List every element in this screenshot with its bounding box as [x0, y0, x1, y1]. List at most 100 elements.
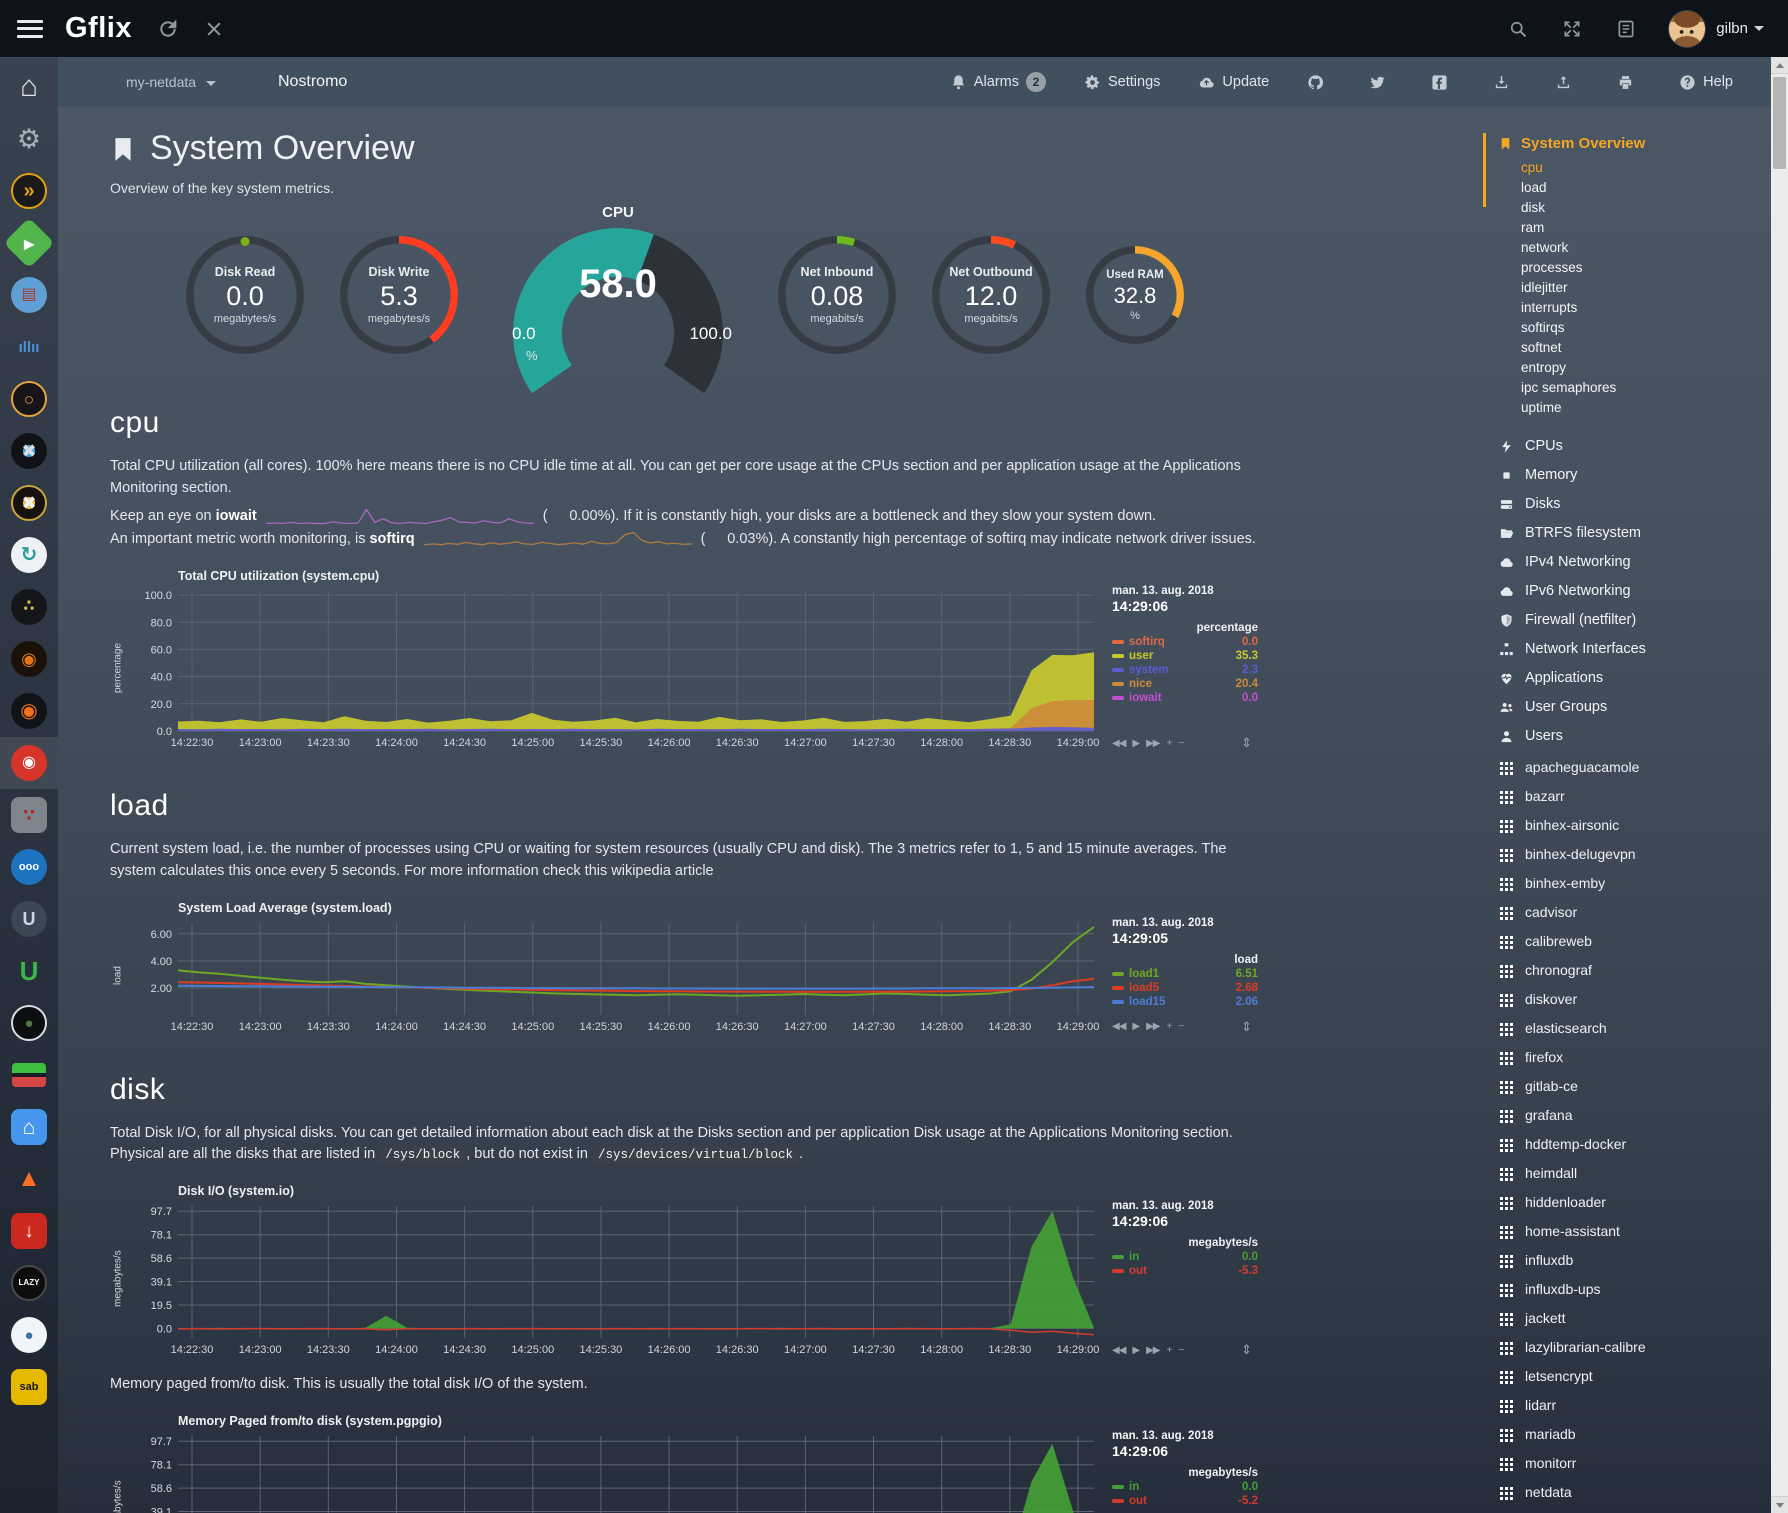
zoom-in-icon[interactable]: +: [1166, 1345, 1171, 1356]
gitlab-icon[interactable]: ▲: [0, 1153, 58, 1205]
zoom-out-icon[interactable]: −: [1178, 1345, 1183, 1356]
menu-app-hddtemp-docker[interactable]: hddtemp-docker: [1499, 1130, 1765, 1159]
chart-resize-handle[interactable]: ⇕: [1241, 1342, 1251, 1358]
menu-app-lidarr[interactable]: lidarr: [1499, 1391, 1765, 1420]
x-cross-yellow-icon[interactable]: ✖: [0, 477, 58, 529]
alarms-button[interactable]: Alarms2: [950, 72, 1046, 92]
emby-icon[interactable]: ▶: [0, 217, 58, 269]
pan-forward-icon[interactable]: ▶▶: [1146, 738, 1159, 749]
menu-app-heimdall[interactable]: heimdall: [1499, 1159, 1765, 1188]
settings-gear-icon[interactable]: ⚙: [0, 113, 58, 165]
chart-resize-handle[interactable]: ⇕: [1241, 1019, 1251, 1035]
menu-item-ipc-semaphores[interactable]: ipc semaphores: [1521, 378, 1765, 398]
load-plot-area[interactable]: 14:22:3014:23:0014:23:3014:24:0014:24:30…: [126, 917, 1106, 1035]
cpu-plot-area[interactable]: 14:22:3014:23:0014:23:3014:24:0014:24:30…: [126, 585, 1106, 751]
scrollbar-thumb[interactable]: [1773, 77, 1786, 169]
legend-entry-user[interactable]: user35.3: [1112, 650, 1258, 662]
menu-app-chronograf[interactable]: chronograf: [1499, 956, 1765, 985]
unraid-icon[interactable]: U: [0, 945, 58, 997]
net-inbound-gauge[interactable]: Net Inbound0.08megabits/s: [778, 236, 896, 354]
menu-item-network[interactable]: network: [1521, 238, 1765, 258]
pan-forward-icon[interactable]: ▶▶: [1146, 1021, 1159, 1032]
monitorr-status-icon[interactable]: [0, 1049, 58, 1101]
menu-app-cadvisor[interactable]: cadvisor: [1499, 898, 1765, 927]
zoom-out-icon[interactable]: −: [1178, 738, 1183, 749]
used-ram-gauge[interactable]: Used RAM32.8%: [1086, 246, 1184, 344]
menu-section-memory[interactable]: Memory: [1499, 461, 1765, 490]
pan-backward-icon[interactable]: ◀◀: [1112, 1345, 1125, 1356]
pan-backward-icon[interactable]: ◀◀: [1112, 738, 1125, 749]
menu-item-entropy[interactable]: entropy: [1521, 358, 1765, 378]
menu-section-ipv4-networking[interactable]: IPv4 Networking: [1499, 548, 1765, 577]
zoom-out-icon[interactable]: −: [1178, 1021, 1183, 1032]
zoom-in-icon[interactable]: +: [1166, 1021, 1171, 1032]
github-icon[interactable]: [1307, 74, 1331, 91]
close-icon[interactable]: [204, 19, 224, 39]
nextcloud-icon[interactable]: ooo: [0, 841, 58, 893]
pgpgio-chart[interactable]: Memory Paged from/to disk (system.pgpgio…: [110, 1414, 1308, 1513]
x-cross-blue-icon[interactable]: ✖: [0, 425, 58, 477]
menu-item-ram[interactable]: ram: [1521, 218, 1765, 238]
pan-forward-icon[interactable]: ▶▶: [1146, 1345, 1159, 1356]
menu-app-elasticsearch[interactable]: elasticsearch: [1499, 1014, 1765, 1043]
menu-item-idlejitter[interactable]: idlejitter: [1521, 278, 1765, 298]
jackett-icon[interactable]: ○: [0, 373, 58, 425]
legend-entry-out[interactable]: out-5.3: [1112, 1265, 1258, 1277]
youtube-dl-icon[interactable]: ↓: [0, 1205, 58, 1257]
menu-app-jackett[interactable]: jackett: [1499, 1304, 1765, 1333]
plex-icon[interactable]: »: [0, 165, 58, 217]
play-icon[interactable]: ▶: [1132, 1345, 1139, 1356]
print-icon[interactable]: [1617, 74, 1641, 91]
menu-app-mariadb[interactable]: mariadb: [1499, 1420, 1765, 1449]
red-shield-eye-icon[interactable]: ◉: [0, 737, 58, 789]
disk-chart[interactable]: Disk I/O (system.io)megabytes/s14:22:301…: [110, 1184, 1308, 1358]
home-assistant-icon[interactable]: ⌂: [0, 1101, 58, 1153]
menu-item-softirqs[interactable]: softirqs: [1521, 318, 1765, 338]
disk-read-gauge[interactable]: Disk Read0.0megabytes/s: [186, 236, 304, 354]
menu-section-user-groups[interactable]: User Groups: [1499, 693, 1765, 722]
legend-entry-nice[interactable]: nice20.4: [1112, 678, 1258, 690]
zoom-in-icon[interactable]: +: [1166, 738, 1171, 749]
legend-entry-out[interactable]: out-5.2: [1112, 1495, 1258, 1507]
menu-section-ipv6-networking[interactable]: IPv6 Networking: [1499, 577, 1765, 606]
menu-section-cpus[interactable]: CPUs: [1499, 432, 1765, 461]
menu-section-applications[interactable]: Applications: [1499, 664, 1765, 693]
legend-entry-in[interactable]: in0.0: [1112, 1481, 1258, 1493]
username[interactable]: gilbn: [1716, 20, 1748, 37]
menu-item-load[interactable]: load: [1521, 178, 1765, 198]
airsonic-icon[interactable]: ıllıı: [0, 321, 58, 373]
lazylibrarian-icon[interactable]: LAZY: [0, 1257, 58, 1309]
green-swirl-icon[interactable]: ↻: [0, 529, 58, 581]
legend-entry-in[interactable]: in0.0: [1112, 1251, 1258, 1263]
menu-app-diskover[interactable]: diskover: [1499, 985, 1765, 1014]
net-outbound-gauge[interactable]: Net Outbound12.0megabits/s: [932, 236, 1050, 354]
cpu-chart[interactable]: Total CPU utilization (system.cpu)percen…: [110, 569, 1308, 751]
menu-app-grafana[interactable]: grafana: [1499, 1101, 1765, 1130]
menu-section-btrfs-filesystem[interactable]: BTRFS filesystem: [1499, 519, 1765, 548]
menu-app-monitorr[interactable]: monitorr: [1499, 1449, 1765, 1478]
menu-item-interrupts[interactable]: interrupts: [1521, 298, 1765, 318]
menu-item-cpu[interactable]: cpu: [1521, 158, 1765, 178]
menu-item-softnet[interactable]: softnet: [1521, 338, 1765, 358]
menu-app-home-assistant[interactable]: home-assistant: [1499, 1217, 1765, 1246]
menu-app-binhex-airsonic[interactable]: binhex-airsonic: [1499, 811, 1765, 840]
legend-entry-load5[interactable]: load52.68: [1112, 982, 1258, 994]
pond-icon[interactable]: ●: [0, 997, 58, 1049]
refresh-icon[interactable]: [158, 19, 178, 39]
home-icon[interactable]: ⌂: [0, 61, 58, 113]
legend-entry-softirq[interactable]: softirq0.0: [1112, 636, 1258, 648]
menu-app-apacheguacamole[interactable]: apacheguacamole: [1499, 753, 1765, 782]
menu-section-network-interfaces[interactable]: Network Interfaces: [1499, 635, 1765, 664]
menu-item-disk[interactable]: disk: [1521, 198, 1765, 218]
server-dropdown[interactable]: my-netdata: [126, 74, 216, 90]
deluge-drop-icon[interactable]: ●: [0, 1309, 58, 1361]
sabnzbd-icon[interactable]: sab: [0, 1361, 58, 1413]
user-avatar[interactable]: [1668, 10, 1706, 48]
import-snapshot-icon[interactable]: [1555, 74, 1579, 91]
menu-app-lazylibrarian-calibre[interactable]: lazylibrarian-calibre: [1499, 1333, 1765, 1362]
menu-system-overview[interactable]: System Overview: [1499, 135, 1765, 152]
network-nodes-icon[interactable]: ∴: [0, 581, 58, 633]
search-icon[interactable]: [1508, 19, 1528, 39]
pan-backward-icon[interactable]: ◀◀: [1112, 1021, 1125, 1032]
hamburger-menu-icon[interactable]: [17, 20, 43, 38]
